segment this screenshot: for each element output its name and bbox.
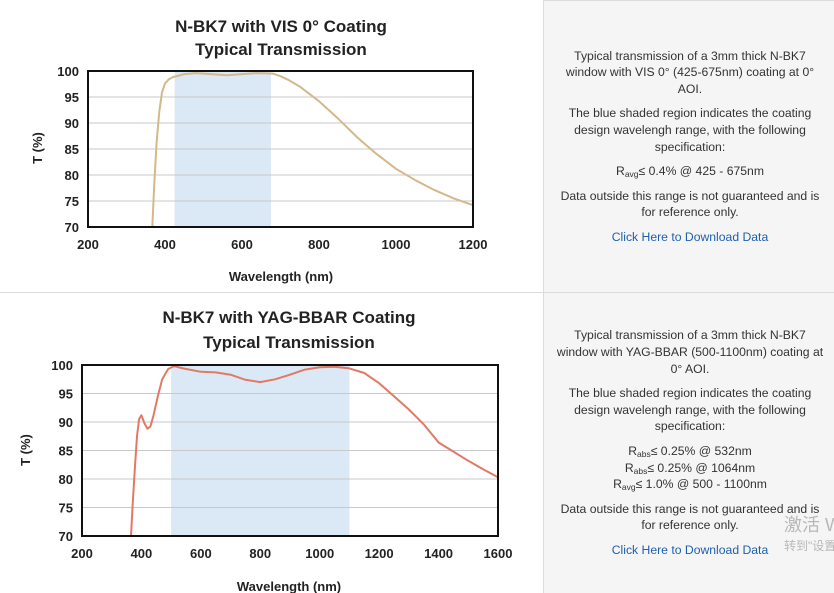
y-axis-label: T (%) [18,434,33,466]
download-data-link[interactable]: Click Here to Download Data [611,229,769,244]
disclaimer-text: Data outside this range is not guarantee… [560,188,820,220]
y-tick-label: 90 [59,415,73,430]
y-tick-label: 80 [59,472,73,487]
y-tick-label: 90 [65,116,79,131]
x-tick-label: 800 [249,546,271,561]
x-tick-label: 1000 [305,546,334,561]
x-tick-label: 400 [154,237,176,252]
x-tick-label: 200 [77,237,99,252]
info-panel-yag-bbar: Typical transmission of a 3mm thick N-BK… [543,293,834,593]
plot-frame [87,70,474,228]
y-axis-label: T (%) [30,132,45,164]
description-text: Typical transmission of a 3mm thick N-BK… [556,328,824,376]
y-tick-label: 95 [59,387,73,402]
x-tick-label: 1600 [484,546,513,561]
section-vis: 70 75 80 85 90 95 100 200 400 600 800 1000 1200 N-BK… [0,0,834,293]
shaded-region-note: The blue shaded region indicates the coa… [568,386,812,434]
section-yag-bbar: 70 75 80 85 90 95 100 200 400 600 800 1000 1200 1400 1… [0,293,834,593]
description-text: Typical transmission of a 3mm thick N-BK… [565,48,815,96]
download-data-link[interactable]: Click Here to Download Data [611,542,769,557]
y-tick-label: 75 [65,194,79,209]
x-tick-label: 1200 [365,546,394,561]
chart-cell-yag-bbar: 70 75 80 85 90 95 100 200 400 600 800 1000 1200 1400 1… [0,293,543,593]
chart-title-line1: N-BK7 with VIS 0° Coating [175,17,387,36]
x-axis-label: Wavelength (nm) [229,269,333,284]
chart-cell-vis: 70 75 80 85 90 95 100 200 400 600 800 1000 1200 N-BK… [0,0,543,293]
chart-title-line1: N-BK7 with YAG-BBAR Coating [162,308,415,327]
x-tick-label: 400 [131,546,153,561]
x-tick-label: 200 [71,546,93,561]
chart-title-line2: Typical Transmission [195,40,367,59]
disclaimer-text: Data outside this range is not guarantee… [560,501,820,533]
chart-yag-bbar-transmission: 70 75 80 85 90 95 100 200 400 600 800 1000 1200 1400 1… [18,308,513,593]
x-axis-label: Wavelength (nm) [237,579,341,593]
x-tick-label: 1400 [424,546,453,561]
series-line [130,365,499,537]
x-tick-label: 800 [308,237,330,252]
x-tick-label: 600 [190,546,212,561]
x-tick-label: 600 [231,237,253,252]
y-tick-label: 85 [59,444,73,459]
spec-block: Ravg≤ 0.4% @ 425 - 675nm [554,163,826,180]
y-tick-label: 75 [59,501,73,516]
x-tick-label: 1000 [382,237,411,252]
y-tick-label: 70 [65,220,79,235]
spec-block: Rabs≤ 0.25% @ 532nm Rabs≤ 0.25% @ 1064nm… [554,443,826,493]
info-panel-vis: Typical transmission of a 3mm thick N-BK… [543,0,834,293]
spec-line: Ravg≤ 1.0% @ 500 - 1100nm [613,477,767,493]
shaded-region-note: The blue shaded region indicates the coa… [568,106,812,154]
y-tick-label: 100 [51,358,73,373]
chart-title-line2: Typical Transmission [203,333,375,352]
y-tick-label: 100 [57,64,79,79]
y-tick-label: 95 [65,90,79,105]
spec-line: Rabs≤ 0.25% @ 1064nm [624,460,756,476]
y-tick-label: 85 [65,142,79,157]
y-tick-label: 70 [59,529,73,544]
chart-vis-transmission: 70 75 80 85 90 95 100 200 400 600 800 1000 1200 N-BK… [30,17,488,284]
spec-line: Rabs≤ 0.25% @ 532nm [628,444,752,459]
y-tick-label: 80 [65,168,79,183]
x-tick-label: 1200 [459,237,488,252]
spec-line: Ravg≤ 0.4% @ 425 - 675nm [616,164,764,180]
plot-frame [81,364,499,537]
series-line [151,72,474,228]
